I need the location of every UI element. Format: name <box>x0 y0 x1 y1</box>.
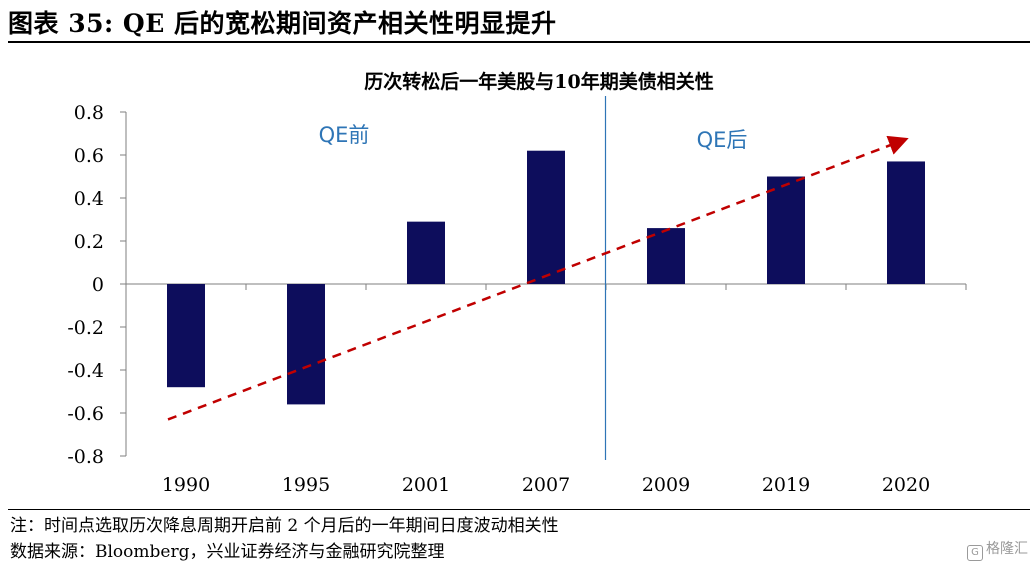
chart: 历次转松后一年美股与10年期美债相关性 1990 1995 2001 2007 2009… <box>67 70 967 496</box>
chart-note: 注：时间点选取历次降息周期开启前 2 个月后的一年期间日度波动相关性 <box>10 516 559 536</box>
data-source: 数据来源：Bloomberg，兴业证券经济与金融研究院整理 <box>10 542 445 562</box>
y-tick-label: -0.2 <box>67 317 104 339</box>
y-tick-label: 0.6 <box>74 145 104 167</box>
annotation-qe-after: QE后 <box>697 128 748 152</box>
watermark-text: 格隆汇 <box>986 541 1028 557</box>
x-tick-label: 2019 <box>762 474 810 496</box>
watermark-logo-icon: G <box>967 545 983 561</box>
y-tick-label: 0 <box>92 274 104 296</box>
trend-arrow <box>167 135 909 421</box>
x-tick-label: 2020 <box>882 474 930 496</box>
bar-2009 <box>647 228 685 284</box>
x-tick-label: 2001 <box>402 474 450 496</box>
bar-1995 <box>287 284 325 405</box>
y-tick-label: 0.8 <box>74 102 104 124</box>
x-tick-label: 1995 <box>282 474 330 496</box>
bar-2001 <box>407 221 445 284</box>
chart-title: 历次转松后一年美股与10年期美债相关性 <box>364 70 713 93</box>
y-tick-label: -0.8 <box>67 446 104 468</box>
x-tick-label: 1990 <box>162 474 210 496</box>
x-tick-labels: 1990 1995 2001 2007 2009 2019 2020 <box>162 474 930 496</box>
x-tick-label: 2007 <box>522 474 570 496</box>
y-tick-label: -0.6 <box>67 403 104 425</box>
bar-2007 <box>527 150 565 284</box>
bar-2020 <box>887 161 925 284</box>
chart-bars <box>167 150 925 405</box>
y-tick-label: 0.2 <box>74 231 104 253</box>
annotation-qe-before: QE前 <box>319 123 370 147</box>
bar-2019 <box>767 176 805 284</box>
y-tick-label: 0.4 <box>74 188 104 210</box>
x-tick-label: 2009 <box>642 474 690 496</box>
y-tick-labels: -0.8 -0.6 -0.4 -0.2 0 0.2 0.4 0.6 0.8 <box>67 102 104 468</box>
bar-1990 <box>167 284 205 388</box>
watermark: G 格隆汇 <box>967 538 1028 561</box>
title-rule <box>8 41 1030 43</box>
footer-rule <box>8 509 1030 510</box>
figure-title: 图表 35: QE 后的宽松期间资产相关性明显提升 <box>8 9 557 38</box>
y-tick-label: -0.4 <box>67 360 104 382</box>
